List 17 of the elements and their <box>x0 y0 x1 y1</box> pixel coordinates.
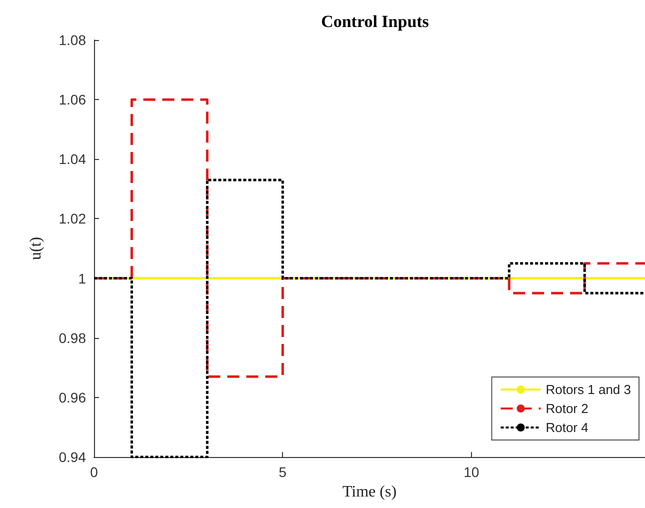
x-tick-label: 10 <box>464 464 480 480</box>
legend-label: Rotors 1 and 3 <box>546 382 632 397</box>
legend-label: Rotor 4 <box>546 420 588 435</box>
x-axis-title: Time (s) <box>342 483 397 500</box>
y-tick-label: 1.04 <box>58 151 86 168</box>
y-axis-title: u(t) <box>28 236 44 260</box>
y-tick-label: 1.02 <box>58 210 86 227</box>
y-tick-label: 1 <box>78 270 86 286</box>
y-tick-label: 0.96 <box>58 389 86 406</box>
y-tick-label: 0.94 <box>58 449 86 465</box>
x-tick-label: 5 <box>278 464 287 480</box>
x-tick-label: 0 <box>90 464 98 480</box>
chart-title: Control Inputs <box>321 12 430 31</box>
y-tick-label: 0.98 <box>58 330 86 346</box>
y-tick-label: 1.08 <box>58 32 86 48</box>
y-tick-label: 1.06 <box>58 92 86 108</box>
legend-label: Rotor 2 <box>546 401 588 416</box>
